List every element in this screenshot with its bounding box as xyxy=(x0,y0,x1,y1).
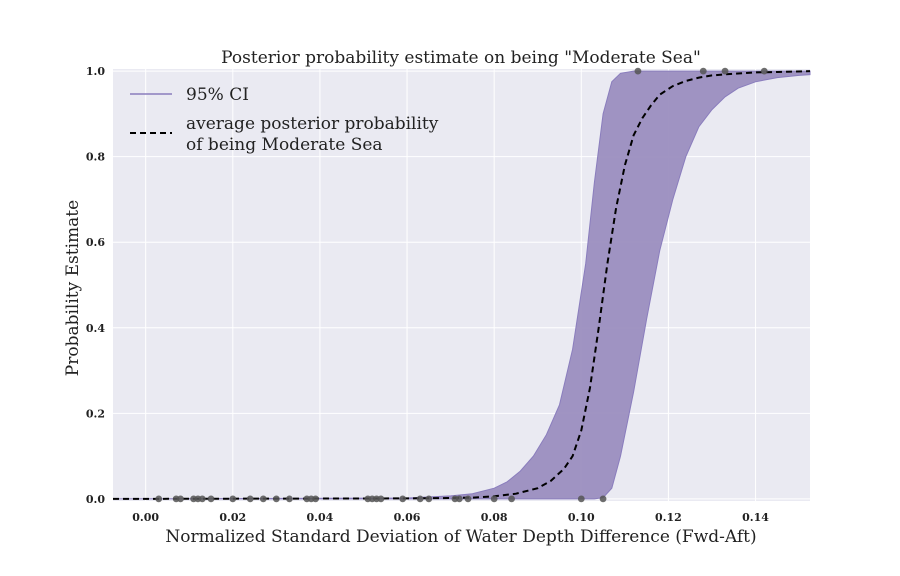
y-tick-label: 0.8 xyxy=(86,151,105,164)
x-tick-label: 0.02 xyxy=(219,511,246,524)
y-tick-label: 0.2 xyxy=(86,407,105,420)
x-tick-label: 0.06 xyxy=(394,511,421,524)
x-tick-label: 0.14 xyxy=(742,511,769,524)
observation-point xyxy=(399,495,407,503)
mean-line xyxy=(112,70,811,500)
observation-point xyxy=(425,495,433,503)
observation-point xyxy=(508,495,515,503)
observation-point xyxy=(286,495,293,503)
observation-point xyxy=(455,495,463,503)
observation-point xyxy=(699,67,707,75)
legend-mean-label-line2: of being Moderate Sea xyxy=(186,135,383,155)
ci-band-group xyxy=(112,70,811,500)
legend: 95% CI average posterior probability of … xyxy=(130,85,439,155)
observation-point xyxy=(377,495,385,503)
observation-point xyxy=(721,67,729,75)
observation-point xyxy=(312,495,319,503)
x-tick-labels: 0.00 0.02 0.04 0.06 0.08 0.10 0.12 0.14 xyxy=(132,511,769,524)
x-tick-label: 0.00 xyxy=(132,511,159,524)
observation-point xyxy=(760,67,768,75)
x-tick-label: 0.04 xyxy=(307,511,334,524)
ci-band xyxy=(112,70,811,500)
observation-point xyxy=(207,495,215,503)
x-tick-label: 0.12 xyxy=(655,511,682,524)
y-tick-label: 0.6 xyxy=(86,236,105,249)
y-tick-labels: 0.0 0.2 0.4 0.6 0.8 1.0 xyxy=(86,65,105,506)
x-axis-label: Normalized Standard Deviation of Water D… xyxy=(165,527,756,547)
mean-line-group xyxy=(112,70,811,500)
observation-points xyxy=(155,67,768,503)
chart-title: Posterior probability estimate on being … xyxy=(221,48,701,68)
observation-point xyxy=(577,495,585,503)
observation-point xyxy=(229,495,237,503)
observation-point xyxy=(490,495,498,503)
observation-point xyxy=(464,495,472,503)
y-axis-label: Probability Estimate xyxy=(63,200,83,376)
observation-point xyxy=(634,67,642,75)
observation-point xyxy=(198,495,206,503)
observation-point xyxy=(259,495,267,503)
y-tick-label: 0.4 xyxy=(86,322,105,335)
x-tick-label: 0.08 xyxy=(481,511,508,524)
legend-ci-label: 95% CI xyxy=(186,85,249,105)
observation-point xyxy=(155,495,163,503)
observation-point xyxy=(416,495,424,503)
observation-point xyxy=(177,495,184,503)
y-tick-label: 1.0 xyxy=(86,65,105,78)
observation-point xyxy=(599,495,607,503)
observation-point xyxy=(246,495,254,503)
plot-background xyxy=(113,69,810,501)
legend-mean-label-line1: average posterior probability xyxy=(186,114,439,134)
observation-point xyxy=(272,495,280,503)
y-tick-label: 0.0 xyxy=(86,493,105,506)
x-tick-label: 0.10 xyxy=(568,511,595,524)
